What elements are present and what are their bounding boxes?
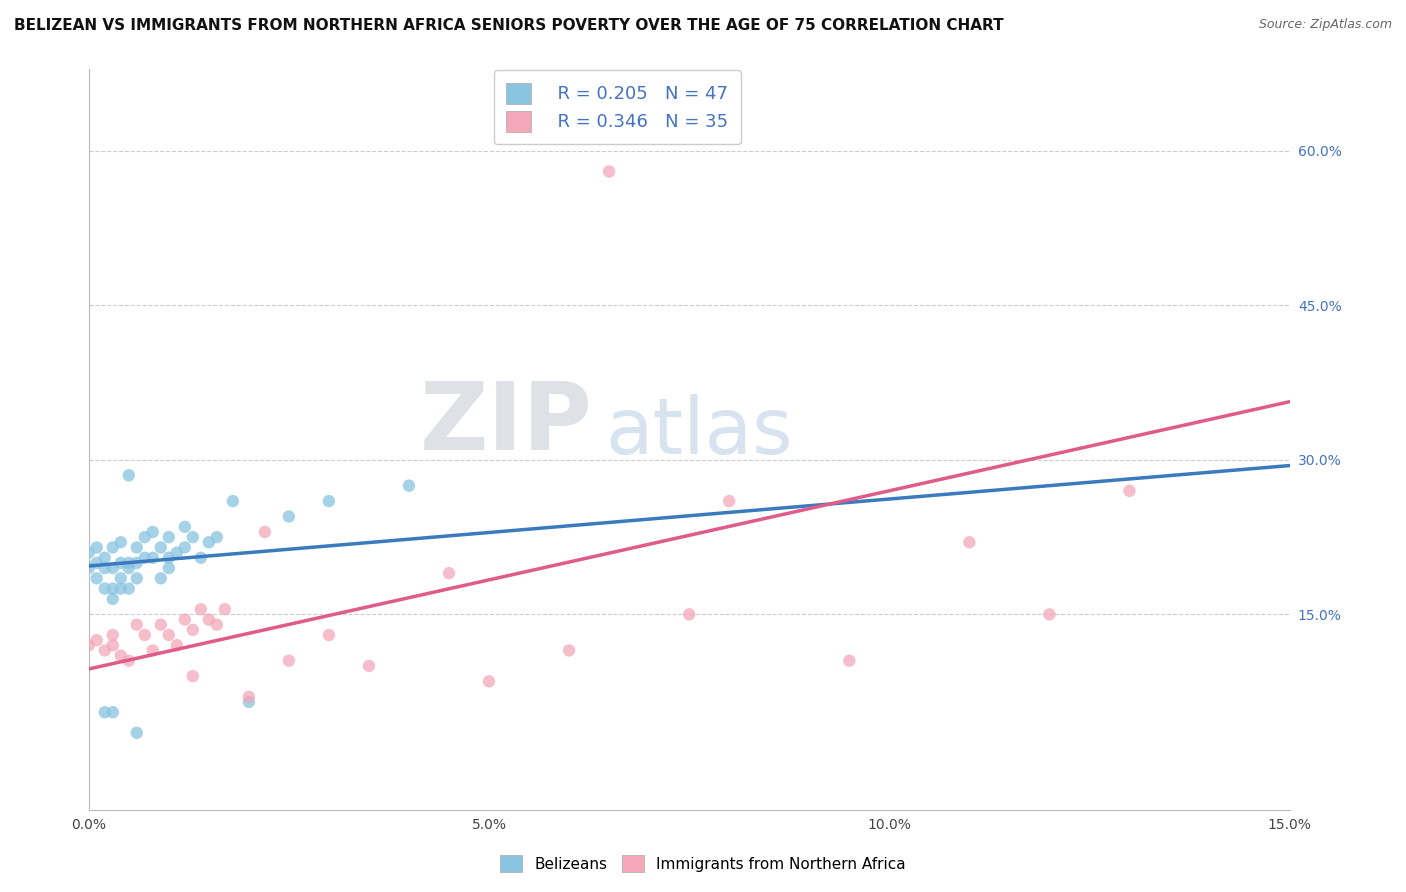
Point (598, 164, 620, 178)
Point (222, 494, 245, 508)
Point (718, 494, 741, 508)
Point (77, 561, 100, 575)
Point (110, 571, 132, 585)
Point (173, 613, 195, 627)
Point (838, 654, 860, 668)
Point (125, 726, 148, 740)
Point (125, 571, 148, 585)
Point (149, 571, 172, 585)
Point (190, 550, 212, 565)
Point (86, 556, 108, 570)
Point (173, 541, 195, 555)
Text: Source: ZipAtlas.com: Source: ZipAtlas.com (1258, 18, 1392, 31)
Point (205, 617, 228, 632)
Point (157, 561, 180, 575)
Point (678, 607, 700, 622)
Point (77, 545, 100, 559)
Text: atlas: atlas (605, 394, 793, 470)
Point (157, 628, 180, 642)
Legend: Belizeans, Immigrants from Northern Africa: Belizeans, Immigrants from Northern Afri… (492, 847, 914, 880)
Point (101, 705, 124, 719)
Point (149, 541, 172, 555)
Point (181, 669, 204, 683)
Point (118, 561, 141, 575)
Point (86, 541, 108, 555)
Point (110, 648, 132, 663)
Point (134, 530, 156, 544)
Point (94, 705, 117, 719)
Point (142, 524, 165, 539)
Point (357, 658, 380, 673)
Point (157, 550, 180, 565)
Point (181, 623, 204, 637)
Point (166, 545, 188, 559)
Point (238, 695, 260, 709)
Point (181, 530, 204, 544)
Text: ZIP: ZIP (420, 378, 593, 470)
Point (86, 571, 108, 585)
Point (94, 550, 117, 565)
Point (110, 535, 132, 549)
Point (118, 582, 141, 596)
Point (1118, 483, 1140, 498)
Point (134, 628, 156, 642)
Legend:   R = 0.205   N = 47,   R = 0.346   N = 35: R = 0.205 N = 47, R = 0.346 N = 35 (494, 70, 741, 145)
Point (134, 550, 156, 565)
Point (118, 654, 141, 668)
Point (101, 541, 124, 555)
Point (101, 638, 124, 652)
Point (190, 602, 212, 616)
Point (277, 654, 299, 668)
Point (318, 628, 340, 642)
Point (957, 535, 980, 549)
Point (214, 602, 236, 616)
Point (110, 556, 132, 570)
Point (94, 643, 117, 657)
Point (142, 550, 165, 565)
Point (398, 478, 420, 492)
Point (166, 638, 188, 652)
Point (1038, 607, 1060, 622)
Point (478, 674, 501, 689)
Point (157, 530, 180, 544)
Point (198, 613, 221, 627)
Point (558, 643, 581, 657)
Point (94, 561, 117, 575)
Point (101, 628, 124, 642)
Point (94, 582, 117, 596)
Point (77, 638, 100, 652)
Point (125, 541, 148, 555)
Point (173, 520, 195, 534)
Point (86, 633, 108, 648)
Point (149, 617, 172, 632)
Point (142, 643, 165, 657)
Point (253, 524, 276, 539)
Point (205, 530, 228, 544)
Point (110, 582, 132, 596)
Point (125, 617, 148, 632)
Point (125, 556, 148, 570)
Point (198, 535, 221, 549)
Point (101, 582, 124, 596)
Point (101, 591, 124, 606)
Point (101, 561, 124, 575)
Point (437, 566, 460, 581)
Point (118, 556, 141, 570)
Text: BELIZEAN VS IMMIGRANTS FROM NORTHERN AFRICA SENIORS POVERTY OVER THE AGE OF 75 C: BELIZEAN VS IMMIGRANTS FROM NORTHERN AFR… (14, 18, 1004, 33)
Point (238, 690, 260, 704)
Point (277, 509, 299, 524)
Point (118, 468, 141, 483)
Point (318, 494, 340, 508)
